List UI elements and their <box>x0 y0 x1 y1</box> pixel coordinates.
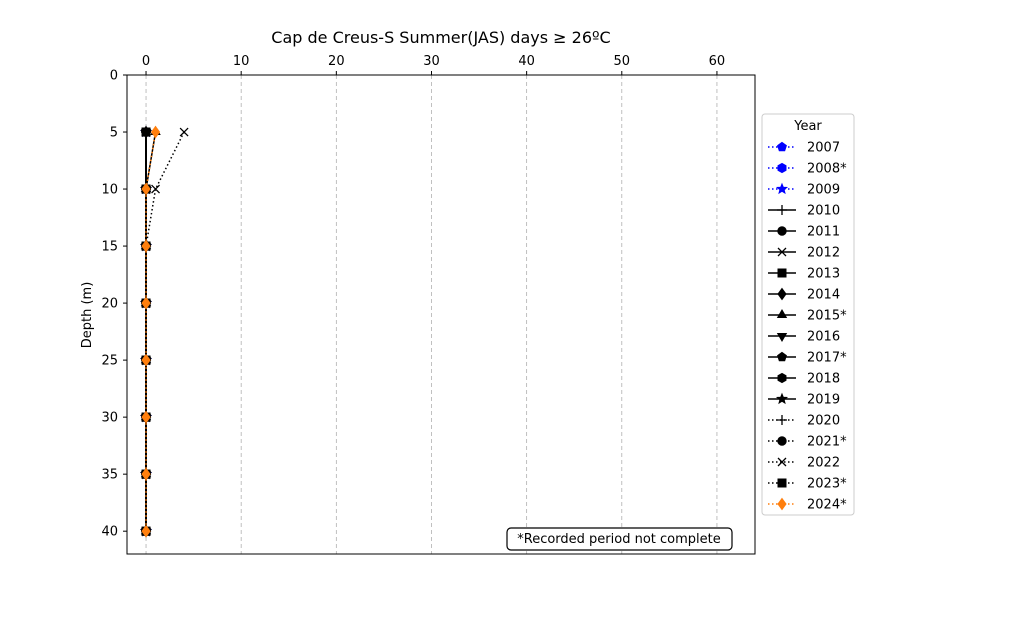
annotation-box: *Recorded period not complete <box>506 527 733 551</box>
chart-title: Cap de Creus-S Summer(JAS) days ≥ 26ºC <box>271 28 610 47</box>
legend-item-2014: 2014 <box>768 288 840 303</box>
y-axis-label: Depth (m) <box>80 282 95 349</box>
legend-item-2021*: 2021* <box>768 435 847 450</box>
legend-label-2018: 2018 <box>807 372 840 387</box>
data-point-2024*-20m <box>141 296 151 310</box>
legend-frame <box>761 113 855 516</box>
y-tick-label-10: 10 <box>101 183 118 198</box>
legend-label-2007: 2007 <box>807 141 840 156</box>
legend-label-2015*: 2015* <box>807 309 847 324</box>
legend-marker-2011 <box>777 226 787 236</box>
legend-label-2021*: 2021* <box>807 435 847 450</box>
legend-item-2015*: 2015* <box>768 309 847 324</box>
legend-label-2020: 2020 <box>807 414 840 429</box>
legend-label-2008*: 2008* <box>807 162 847 177</box>
legend-item-2009: 2009 <box>768 183 840 198</box>
legend-item-2016: 2016 <box>768 330 840 345</box>
y-tick-label-15: 15 <box>101 240 118 255</box>
legend-item-2013: 2013 <box>768 267 840 282</box>
legend-item-2022: 2022 <box>768 456 840 471</box>
x-tick-label-10: 10 <box>233 54 250 69</box>
legend-label-2017*: 2017* <box>807 351 847 366</box>
legend-label-2023*: 2023* <box>807 477 847 492</box>
x-tick-label-40: 40 <box>518 54 535 69</box>
legend-item-2012: 2012 <box>768 246 840 261</box>
legend-marker-2020 <box>777 415 787 425</box>
legend-label-2012: 2012 <box>807 246 840 261</box>
x-tick-label-0: 0 <box>142 54 150 69</box>
legend-title: Year <box>793 119 822 134</box>
data-point-2024*-25m <box>141 353 151 367</box>
legend: Year 2007 2008* 2009 2010 2011 2012 2013 2014 20… <box>761 113 855 516</box>
data-point-2023*-5m <box>141 127 151 137</box>
legend-marker-2022 <box>777 457 787 467</box>
y-tick-label-35: 35 <box>101 468 118 483</box>
x-tick-label-30: 30 <box>423 54 440 69</box>
legend-marker-2023* <box>777 478 787 488</box>
series-2024* <box>141 125 161 538</box>
legend-marker-2021* <box>777 436 787 446</box>
annotation-frame <box>506 527 733 551</box>
y-tick-label-5: 5 <box>110 126 118 141</box>
legend-marker-2015* <box>776 308 788 318</box>
grid-lines <box>145 75 718 554</box>
legend-marker-2024* <box>777 497 787 511</box>
legend-marker-2014 <box>777 287 787 301</box>
x-axis-top: 0 10 20 30 40 50 60 <box>142 54 725 75</box>
legend-marker-2013 <box>777 268 787 278</box>
x-tick-label-60: 60 <box>709 54 726 69</box>
series-line-2024* <box>145 131 157 532</box>
legend-marker-2010 <box>777 205 787 215</box>
series-layer <box>140 125 189 538</box>
legend-marker-2008* <box>777 162 787 174</box>
y-tick-label-25: 25 <box>101 354 118 369</box>
data-point-2024*-15m <box>141 239 151 253</box>
plot-frame <box>126 74 756 555</box>
legend-label-2010: 2010 <box>807 204 840 219</box>
legend-item-2007: 2007 <box>768 141 840 156</box>
legend-label-2014: 2014 <box>807 288 840 303</box>
data-point-2024*-5m <box>150 125 161 139</box>
legend-item-2017*: 2017* <box>768 351 847 366</box>
y-tick-label-0: 0 <box>110 69 118 84</box>
legend-marker-2009 <box>775 182 789 195</box>
data-point-2022-5m <box>179 127 189 137</box>
x-tick-label-50: 50 <box>614 54 631 69</box>
legend-label-2011: 2011 <box>807 225 840 240</box>
legend-item-2008*: 2008* <box>768 162 847 177</box>
legend-label-2013: 2013 <box>807 267 840 282</box>
legend-marker-2019 <box>775 392 789 405</box>
legend-item-2023*: 2023* <box>768 477 847 492</box>
annotation-text: *Recorded period not complete <box>517 532 721 547</box>
data-point-2024*-35m <box>141 467 151 481</box>
y-tick-label-40: 40 <box>101 525 118 540</box>
legend-label-2009: 2009 <box>807 183 840 198</box>
legend-label-2016: 2016 <box>807 330 840 345</box>
legend-item-2018: 2018 <box>768 372 840 387</box>
legend-marker-2007 <box>777 141 787 152</box>
y-tick-label-20: 20 <box>101 297 118 312</box>
legend-marker-2012 <box>777 247 787 257</box>
legend-item-2010: 2010 <box>768 204 840 219</box>
legend-item-2011: 2011 <box>768 225 840 240</box>
legend-marker-2017* <box>777 351 787 362</box>
x-tick-label-20: 20 <box>328 54 345 69</box>
legend-label-2024*: 2024* <box>807 498 847 513</box>
legend-marker-2016 <box>776 333 788 343</box>
y-tick-label-30: 30 <box>101 411 118 426</box>
legend-label-2019: 2019 <box>807 393 840 408</box>
legend-item-2024*: 2024* <box>768 498 847 513</box>
data-point-2024*-40m <box>141 524 151 538</box>
legend-marker-2018 <box>777 372 787 384</box>
y-axis: 0 5 10 15 20 25 30 35 40 <box>101 69 127 540</box>
data-point-2024*-30m <box>141 410 151 424</box>
legend-item-2019: 2019 <box>768 393 840 408</box>
data-point-2024*-10m <box>141 182 151 196</box>
legend-label-2022: 2022 <box>807 456 840 471</box>
data-point-2022-10m <box>151 184 161 194</box>
legend-item-2020: 2020 <box>768 414 840 429</box>
